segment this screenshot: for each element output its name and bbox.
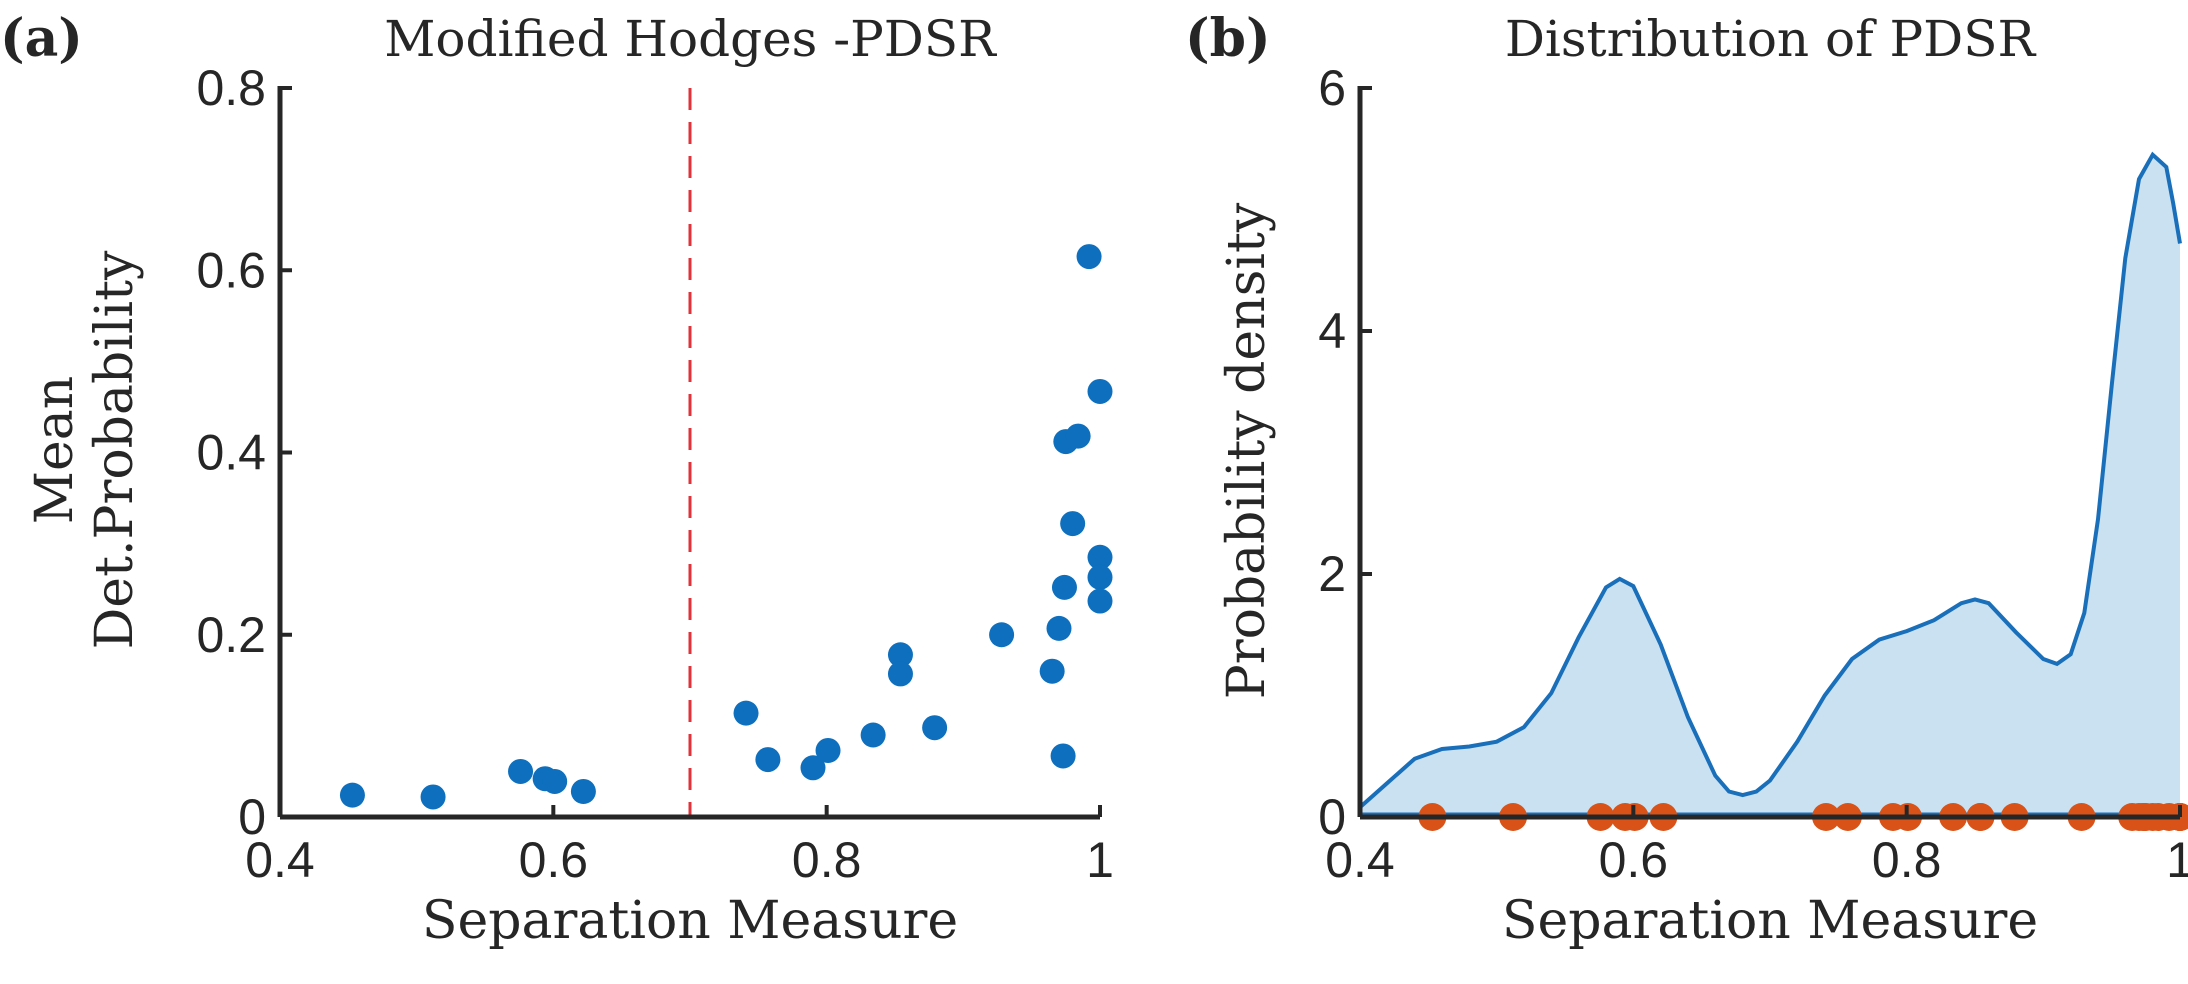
panel-a-ticks: 0.4 0.6 0.8 1 0 0.2 0.4 0.6 0.8 (196, 60, 1113, 888)
density-area (1360, 154, 2180, 817)
scatter-point (339, 782, 365, 808)
panel-b-x-tick-label: 0.8 (1872, 832, 1942, 888)
scatter-point (1051, 574, 1077, 600)
panel-a-label: (a) (0, 8, 83, 69)
panel-a-y-tick-label: 0.6 (196, 242, 266, 298)
scatter-point (733, 700, 759, 726)
scatter-point (989, 622, 1015, 648)
scatter-point (508, 758, 534, 784)
scatter-point (1065, 423, 1091, 449)
panel-a-scatter: (a) Modified Hodges -PDSR 0.4 0.6 0.8 1 0 0.2… (0, 8, 1114, 951)
panel-a-y-label-line-1: Mean (25, 376, 85, 525)
panel-b-x-tick-label: 0.6 (1599, 832, 1669, 888)
panel-b-y-tick-label: 2 (1318, 546, 1346, 602)
panel-a-x-tick-label: 0.8 (792, 832, 862, 888)
panel-b-y-tick-label: 4 (1318, 303, 1346, 359)
panel-b-density: (b) Distribution of PDSR 0.4 0.6 0.8 10246 … (1185, 8, 2188, 951)
scatter-point (1087, 564, 1113, 590)
panel-b-title: Distribution of PDSR (1505, 10, 2037, 68)
panel-a-y-tick-label: 0 (238, 789, 266, 845)
panel-b-x-label: Separation Measure (1502, 891, 2038, 951)
panel-b-y-tick-label: 0 (1318, 789, 1346, 845)
density-curve (1358, 151, 2182, 809)
scatter-point (755, 747, 781, 773)
scatter-point (1087, 544, 1113, 570)
scatter-point (1060, 511, 1086, 537)
panel-b-x-tick-label: 1 (2166, 832, 2188, 888)
panel-b-y-tick-label: 6 (1318, 60, 1346, 116)
panel-a-x-tick-label: 1 (1086, 832, 1114, 888)
panel-a-y-label-line-2: Det.Probability (85, 250, 145, 649)
scatter-point (542, 768, 568, 794)
scatter-point (420, 784, 446, 810)
panel-a-y-tick-label: 0.8 (196, 60, 266, 116)
scatter-point (1039, 658, 1065, 684)
panel-a-title: Modified Hodges -PDSR (384, 10, 997, 68)
panel-b-marks (1358, 151, 2188, 831)
panel-b-label: (b) (1185, 8, 1271, 69)
scatter-point (887, 642, 913, 668)
scatter-point (860, 722, 886, 748)
scatter-point (1046, 615, 1072, 641)
scatter-point (887, 661, 913, 687)
panel-a-y-tick-label: 0.4 (196, 425, 266, 481)
scatter-point (800, 755, 826, 781)
panel-a-x-tick-label: 0.4 (245, 832, 315, 888)
scatter-point (1050, 743, 1076, 769)
panel-a-marks (339, 88, 1113, 817)
scatter-point (815, 737, 841, 763)
scatter-point (1076, 244, 1102, 270)
panel-a-y-label: Mean Det.Probability (25, 250, 145, 649)
panel-a-x-label: Separation Measure (422, 891, 958, 951)
scatter-point (922, 715, 948, 741)
scatter-point (570, 778, 596, 804)
panel-b-y-label: Probability density (1217, 202, 1277, 699)
panel-a-y-tick-label: 0.2 (196, 607, 266, 663)
scatter-point (1087, 588, 1113, 614)
panel-a-x-tick-label: 0.6 (519, 832, 589, 888)
scatter-point (1087, 378, 1113, 404)
panel-b-ticks: 0.4 0.6 0.8 1 0 2 4 6 (1318, 60, 2188, 888)
panel-b-x-tick-label: 0.4 (1325, 832, 1395, 888)
